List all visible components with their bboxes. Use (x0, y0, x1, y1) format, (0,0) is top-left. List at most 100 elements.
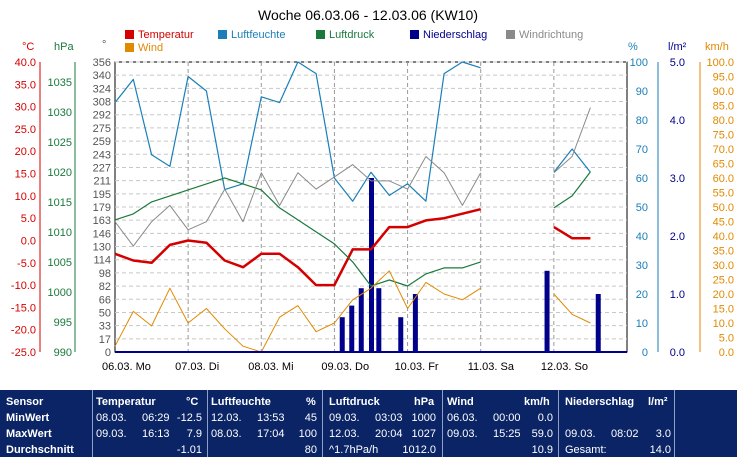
legend-label: Niederschlag (423, 29, 487, 41)
series-line-luftfeuchte (114, 61, 591, 202)
legend-swatch (125, 30, 134, 39)
table-cell: 03:03 (375, 412, 403, 424)
tick-direction: 163 (93, 215, 111, 227)
tick-rain: 2.0 (670, 231, 685, 243)
legend-label: Luftfeuchte (231, 29, 285, 41)
axis-unit-rain: l/m² (668, 41, 687, 53)
tick-humidity: 20 (636, 289, 648, 301)
tick-pressure: 1035 (48, 77, 72, 89)
table-cell: 10.9 (531, 444, 553, 456)
tick-direction: 179 (93, 202, 111, 214)
table-cell: 00:00 (493, 412, 521, 424)
weather-chart: Woche 06.03.06 - 12.03.06 (KW10) Tempera… (11, 7, 734, 373)
rain-bar (544, 270, 550, 352)
tick-wind: 30.0 (713, 260, 734, 272)
table-cell: 45 (304, 412, 317, 424)
table-cell: 0.0 (537, 412, 553, 424)
rain-bar (412, 294, 418, 352)
table-cell: 12.03. (211, 412, 242, 424)
tick-direction: 114 (93, 255, 111, 267)
table-cell: 08.03. (211, 428, 242, 440)
tick-humidity: 40 (636, 231, 648, 243)
tick-wind: 20.0 (713, 289, 734, 301)
series-line-windrichtung (114, 107, 591, 247)
header-temp-unit: °C (186, 396, 199, 408)
table-cell: 08:02 (611, 428, 639, 440)
header-luftfeuchte: Luftfeuchte (211, 396, 271, 408)
tick-pressure: 1015 (48, 197, 72, 209)
tick-humidity: 30 (636, 260, 648, 272)
legend-label: Wind (138, 42, 163, 54)
legend: Temperatur Luftfeuchte Luftdruck Niederschl… (125, 29, 583, 54)
tick-direction: 211 (93, 176, 111, 188)
row-label-avg: Durchschnitt (6, 444, 74, 456)
tick-temp: 5.0 (21, 213, 36, 225)
tick-humidity: 80 (636, 115, 648, 127)
tick-temp: 0.0 (21, 235, 36, 247)
tick-direction: 275 (93, 123, 111, 135)
header-temperatur: Temperatur (96, 396, 156, 408)
tick-temp: 40.0 (15, 57, 36, 69)
tick-rain: 3.0 (670, 173, 685, 185)
table-cell: ^1.7hPa/h (329, 444, 379, 456)
table-cell: 09.03. (447, 428, 478, 440)
row-label-max: MaxWert (6, 428, 52, 440)
tick-humidity: 100 (630, 57, 648, 69)
legend-swatch (506, 30, 515, 39)
tick-humidity: 10 (636, 318, 648, 330)
tick-direction: 33 (99, 321, 111, 333)
series-line-wind (114, 270, 591, 353)
legend-label: Windrichtung (519, 29, 583, 41)
tick-wind: 0.0 (719, 347, 734, 359)
tick-wind: 40.0 (713, 231, 734, 243)
tick-rain: 0.0 (670, 347, 685, 359)
x-tick-label: 10.03. Fr (395, 361, 439, 373)
tick-direction: 66 (99, 294, 111, 306)
tick-direction: 324 (93, 83, 111, 95)
tick-rain: 5.0 (670, 57, 685, 69)
tick-direction: 50 (99, 307, 111, 319)
series-line-temperatur (114, 207, 591, 287)
tick-wind: 15.0 (713, 304, 734, 316)
tick-pressure: 1010 (48, 227, 72, 239)
rain-bar (369, 178, 374, 352)
axis-unit-pressure: hPa (54, 41, 74, 53)
legend-swatch (316, 30, 325, 39)
rain-bars (339, 178, 601, 352)
x-tick-label: 12.03. So (541, 361, 588, 373)
table-cell: 100 (298, 428, 317, 440)
legend-swatch (218, 30, 227, 39)
tick-direction: 259 (93, 136, 111, 148)
axis-unit-wind: km/h (705, 41, 729, 53)
table-cell: 09.03. (565, 428, 596, 440)
tick-temp: -5.0 (17, 258, 36, 270)
tick-pressure: 1025 (48, 137, 72, 149)
legend-label: Luftdruck (329, 29, 375, 41)
y-axes: 40.0 35.0 30.0 25.0 20.0 15.0 10.0 5.0 0.0 -5.0 -1… (11, 57, 734, 359)
tick-humidity: 60 (636, 173, 648, 185)
tick-direction: 146 (93, 228, 111, 240)
rain-bar (349, 305, 355, 352)
tick-humidity: 70 (636, 144, 648, 156)
x-axis: 06.03. Mo 07.03. Di 08.03. Mi 09.03. Do 10.0… (102, 361, 588, 373)
legend-label: Temperatur (138, 29, 194, 41)
tick-temp: -20.0 (11, 325, 36, 337)
chart-title: Woche 06.03.06 - 12.03.06 (KW10) (258, 7, 478, 23)
tick-wind: 25.0 (713, 275, 734, 287)
tick-direction: 82 (99, 281, 111, 293)
tick-wind: 80.0 (713, 115, 734, 127)
statistics-table: Sensor Temperatur °C Luftfeuchte % Luftd… (0, 390, 737, 457)
x-tick-label: 11.03. Sa (468, 361, 515, 373)
tick-humidity: 90 (636, 86, 648, 98)
table-cell: 13:53 (257, 412, 285, 424)
header-sensor: Sensor (6, 396, 44, 408)
tick-wind: 60.0 (713, 173, 734, 185)
table-cell: -12.5 (176, 412, 202, 424)
tick-temp: 25.0 (15, 124, 36, 136)
tick-wind: 100.0 (706, 57, 734, 69)
tick-pressure: 1020 (48, 167, 72, 179)
rain-bar (358, 288, 364, 352)
table-cell: 14.0 (649, 444, 671, 456)
table-cell: 12.03. (329, 428, 360, 440)
table-cell: 59.0 (531, 428, 553, 440)
